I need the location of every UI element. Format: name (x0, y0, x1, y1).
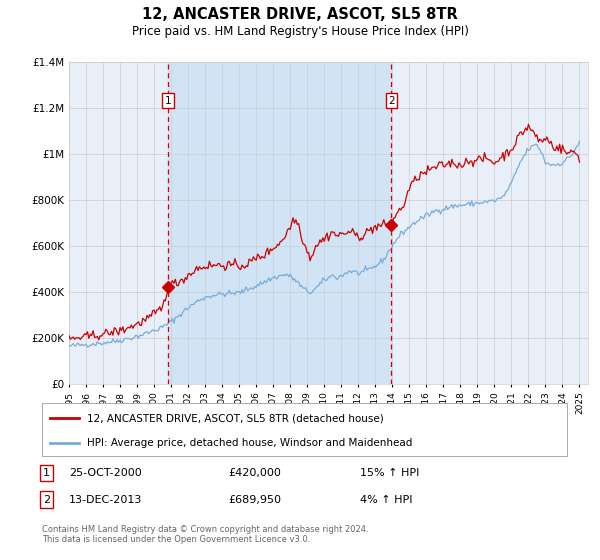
Bar (168, 62, 391, 384)
Text: 1: 1 (165, 96, 172, 106)
Text: Price paid vs. HM Land Registry's House Price Index (HPI): Price paid vs. HM Land Registry's House … (131, 25, 469, 38)
Text: £689,950: £689,950 (228, 494, 281, 505)
Text: Contains HM Land Registry data © Crown copyright and database right 2024.
This d: Contains HM Land Registry data © Crown c… (42, 525, 368, 544)
Text: 13-DEC-2013: 13-DEC-2013 (69, 494, 142, 505)
Text: 1: 1 (43, 468, 50, 478)
Text: £420,000: £420,000 (228, 468, 281, 478)
Text: 2: 2 (43, 494, 50, 505)
Text: 4% ↑ HPI: 4% ↑ HPI (360, 494, 413, 505)
Text: 2: 2 (388, 96, 395, 106)
Text: 25-OCT-2000: 25-OCT-2000 (69, 468, 142, 478)
Text: 15% ↑ HPI: 15% ↑ HPI (360, 468, 419, 478)
Text: 12, ANCASTER DRIVE, ASCOT, SL5 8TR (detached house): 12, ANCASTER DRIVE, ASCOT, SL5 8TR (deta… (86, 413, 383, 423)
Text: 12, ANCASTER DRIVE, ASCOT, SL5 8TR: 12, ANCASTER DRIVE, ASCOT, SL5 8TR (142, 7, 458, 22)
Text: HPI: Average price, detached house, Windsor and Maidenhead: HPI: Average price, detached house, Wind… (86, 438, 412, 448)
